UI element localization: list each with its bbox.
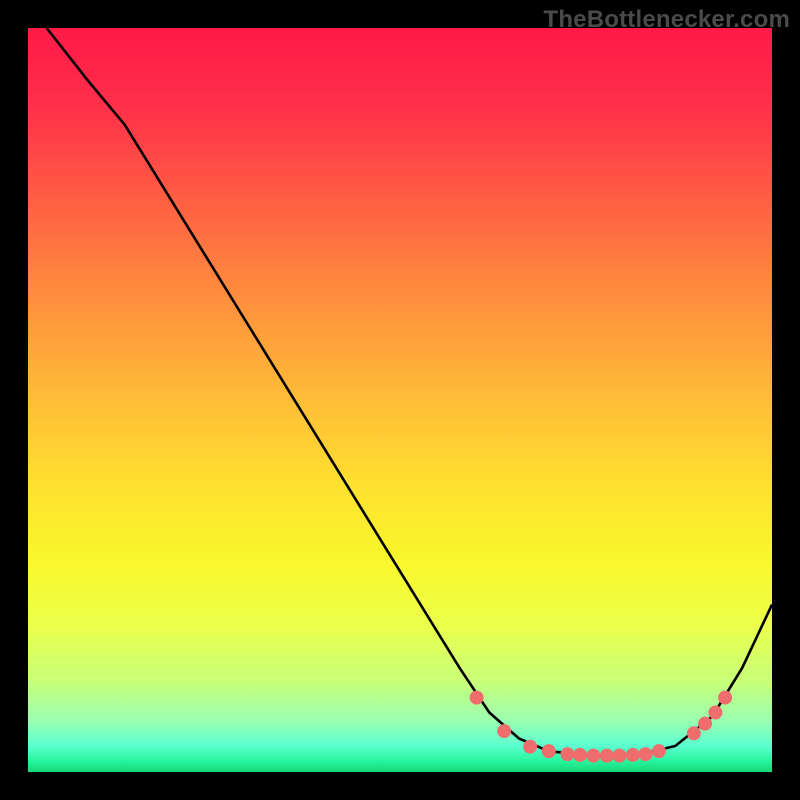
data-marker [524, 740, 537, 753]
data-marker [587, 749, 600, 762]
marker-group [470, 691, 732, 762]
chart-svg [28, 28, 772, 772]
data-marker [719, 691, 732, 704]
data-marker [561, 748, 574, 761]
data-marker [626, 748, 639, 761]
data-marker [574, 748, 587, 761]
data-marker [498, 725, 511, 738]
data-marker [687, 727, 700, 740]
data-marker [613, 749, 626, 762]
data-marker [470, 691, 483, 704]
chart-frame: TheBottlenecker.com [0, 0, 800, 800]
data-marker [699, 717, 712, 730]
data-marker [709, 706, 722, 719]
data-marker [652, 745, 665, 758]
data-marker [600, 749, 613, 762]
data-marker [542, 745, 555, 758]
plot-area [28, 28, 772, 772]
main-curve-line [47, 28, 772, 756]
data-marker [639, 748, 652, 761]
